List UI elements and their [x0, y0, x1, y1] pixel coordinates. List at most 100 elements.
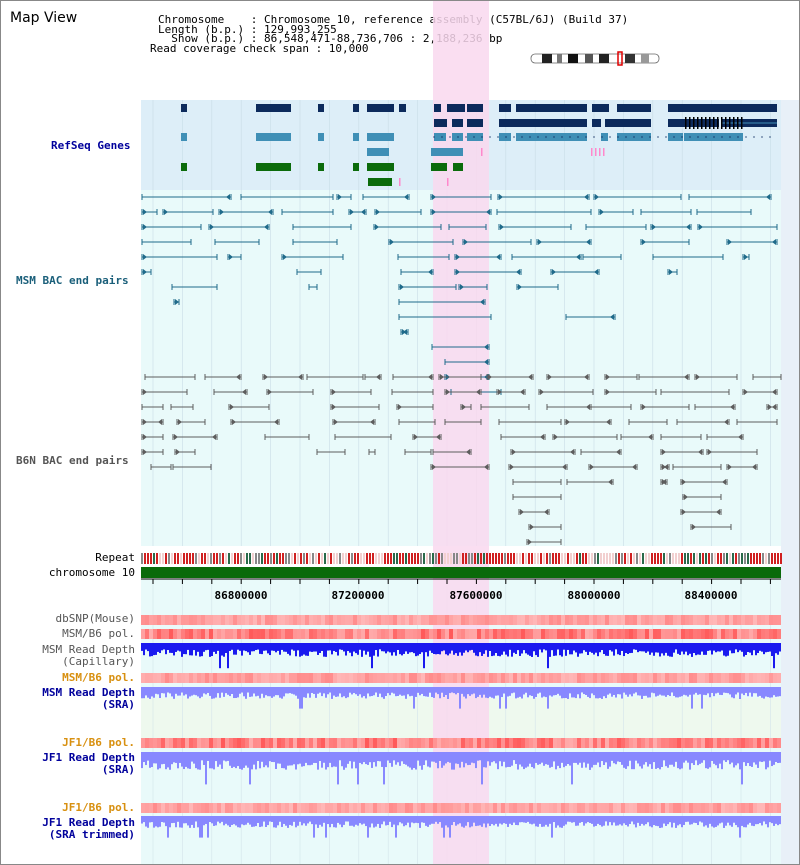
msm-b6-pol-label[interactable]: MSM/B6 pol. [62, 627, 135, 640]
read-depth-bar [503, 687, 505, 694]
msm-bac-end-pairs-track[interactable] [141, 194, 778, 395]
polymorphism-bin [557, 615, 561, 625]
polymorphism-bin [677, 803, 681, 813]
read-depth-bar [683, 643, 685, 655]
polymorphism-bin [245, 615, 249, 625]
polymorphism-bin [529, 615, 533, 625]
read-depth-bar [389, 687, 391, 696]
refseq-pseudo-mark [595, 148, 597, 156]
dbsnp-label[interactable]: dbSNP(Mouse) [55, 612, 135, 625]
read-depth-bar [335, 816, 337, 828]
polymorphism-bin [677, 629, 681, 639]
read-depth-bar [293, 752, 295, 765]
selection-highlight[interactable] [433, 1, 489, 864]
jf1-b6-pol-label[interactable]: JF1/B6 pol. [62, 736, 135, 749]
repeat-track[interactable] [141, 553, 782, 564]
msm-bac-label[interactable]: MSM BAC end pairs [16, 274, 129, 287]
polymorphism-bin [633, 615, 637, 625]
b6n-bac-end-pairs-track[interactable] [141, 374, 782, 545]
read-depth-bar [325, 752, 327, 770]
polymorphism-bin [557, 673, 561, 683]
polymorphism-bin [761, 803, 765, 813]
polymorphism-bin [165, 629, 169, 639]
read-depth-bar [379, 816, 381, 828]
chromosome-ideogram[interactable] [530, 51, 660, 66]
read-depth-bar [687, 643, 689, 656]
read-depth-bar [621, 687, 623, 699]
repeat-element [258, 553, 260, 564]
polymorphism-bin [305, 803, 309, 813]
msm-b6-pol-label-2[interactable]: MSM/B6 pol. [62, 671, 135, 684]
jf1-read-depth-sra-label[interactable]: JF1 Read Depth (SRA) [42, 751, 135, 776]
msm-bac-pair-arrow [484, 359, 488, 365]
polymorphism-bin [741, 615, 745, 625]
repeat-element [453, 553, 455, 564]
repeat-element [423, 553, 425, 564]
refseq-genes-label[interactable]: RefSeq Genes [51, 139, 131, 152]
read-depth-bar [601, 687, 603, 699]
repeat-element [285, 553, 287, 564]
polymorphism-bin [457, 629, 461, 639]
read-depth-bar [703, 752, 705, 761]
read-depth-bar [593, 687, 595, 696]
read-depth-bar [759, 643, 761, 651]
read-depth-bar [265, 687, 267, 696]
read-depth-bar [241, 816, 243, 825]
read-depth-bar [155, 687, 157, 694]
repeat-element [417, 553, 419, 564]
view-title: Map View [10, 10, 78, 26]
b6n-bac-label[interactable]: B6N BAC end pairs [16, 454, 129, 467]
polymorphism-bin [669, 629, 673, 639]
msm-read-depth-capillary-label[interactable]: MSM Read Depth (Capillary) [42, 643, 135, 668]
read-depth-bar [515, 687, 517, 699]
read-depth-bar [277, 643, 279, 651]
read-depth-bar [325, 643, 327, 657]
read-depth-bar [497, 816, 499, 827]
polymorphism-bin [381, 803, 385, 813]
polymorphism-bin [165, 673, 169, 683]
jf1-read-depth-trimmed-label[interactable]: JF1 Read Depth (SRA trimmed) [42, 816, 135, 841]
polymorphism-bin [169, 803, 173, 813]
read-depth-bar [273, 643, 275, 651]
read-depth-tracks[interactable] [141, 643, 781, 838]
polymorphism-bin [777, 629, 781, 639]
repeat-element [690, 553, 692, 564]
read-depth-bar [517, 752, 519, 770]
read-depth-bar [357, 752, 359, 785]
read-depth-bar [275, 643, 277, 653]
read-depth-bar [247, 752, 249, 768]
read-depth-bar [149, 752, 151, 768]
polymorphism-bin [529, 803, 533, 813]
read-depth-bar [189, 752, 191, 769]
polymorphism-bin [161, 629, 165, 639]
refseq-gene-block [516, 104, 587, 112]
polymorphism-bin [481, 673, 485, 683]
polymorphism-bin [769, 673, 773, 683]
polymorphism-bin [277, 673, 281, 683]
polymorphism-bin [673, 803, 677, 813]
jf1-b6-pol-label-2[interactable]: JF1/B6 pol. [62, 801, 135, 814]
read-depth-bar [657, 687, 659, 696]
polymorphism-bin [221, 673, 225, 683]
read-depth-bar [183, 643, 185, 655]
polymorphism-bin [409, 629, 413, 639]
read-depth-bar [401, 687, 403, 696]
polymorphism-bin [333, 738, 337, 748]
read-depth-bar [159, 816, 161, 827]
read-depth-bar [157, 816, 159, 828]
read-depth-bar [649, 687, 651, 698]
polymorphism-bin [141, 615, 145, 625]
read-depth-bar [343, 643, 345, 652]
refseq-genes-track[interactable] [181, 104, 777, 186]
read-depth-bar [589, 687, 591, 699]
msm-read-depth-sra-label[interactable]: MSM Read Depth (SRA) [42, 686, 135, 711]
read-depth-bar [731, 687, 733, 698]
read-depth-bar [453, 643, 455, 655]
read-depth-bar [255, 687, 257, 697]
read-depth-bar [343, 752, 345, 770]
polymorphism-bin [721, 738, 725, 748]
polymorphism-bin [665, 615, 669, 625]
polymorphism-bin [357, 615, 361, 625]
polymorphism-heat-tracks[interactable] [141, 615, 781, 813]
